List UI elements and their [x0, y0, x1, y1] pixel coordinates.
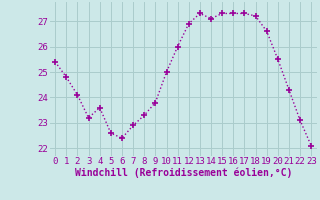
- X-axis label: Windchill (Refroidissement éolien,°C): Windchill (Refroidissement éolien,°C): [75, 168, 292, 178]
